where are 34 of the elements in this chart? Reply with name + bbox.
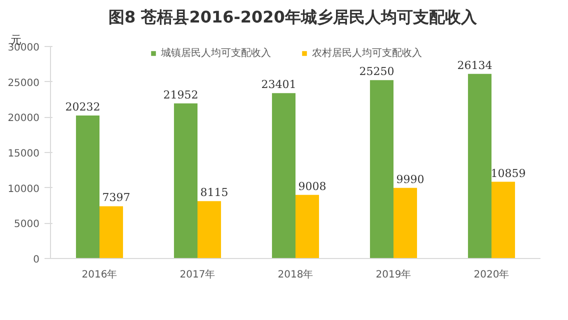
data-label: 8115 — [200, 186, 228, 200]
y-tick-label: 25000 — [8, 78, 40, 89]
y-tick-label: 5000 — [14, 219, 40, 230]
x-tick-label: 2017年 — [180, 268, 216, 280]
data-label: 25250 — [359, 65, 394, 78]
data-label: 9008 — [298, 180, 326, 193]
data-label: 21952 — [163, 88, 198, 102]
bar — [296, 194, 320, 258]
y-tick-label: 10000 — [8, 184, 40, 195]
y-tick-label: 15000 — [8, 148, 40, 160]
bar — [468, 74, 492, 258]
bar — [492, 182, 516, 258]
bar — [198, 201, 222, 258]
x-tick-label: 2020年 — [474, 268, 510, 280]
x-tick-label: 2018年 — [278, 268, 314, 280]
data-label: 26134 — [457, 58, 492, 72]
data-label: 7397 — [102, 191, 130, 204]
data-label: 20232 — [65, 100, 100, 114]
legend-label: 农村居民人均可支配收入 — [312, 46, 422, 60]
y-tick-label: 20000 — [8, 113, 40, 124]
bar — [100, 206, 124, 258]
bar — [272, 93, 296, 258]
data-label: 10859 — [490, 166, 526, 180]
bar — [174, 103, 198, 258]
data-label: 9990 — [396, 172, 424, 186]
data-label: 23401 — [261, 78, 296, 92]
bar — [370, 80, 394, 258]
bar — [76, 116, 100, 258]
x-tick-label: 2016年 — [82, 268, 118, 280]
legend-label: 城镇居民人均可支配收入 — [161, 46, 271, 60]
y-tick-label: 0 — [33, 254, 40, 266]
x-tick-label: 2019年 — [376, 268, 412, 280]
bar — [394, 188, 418, 258]
chart-title: 图8 苍梧县2016-2020年城乡居民人均可支配收入 — [108, 8, 478, 26]
